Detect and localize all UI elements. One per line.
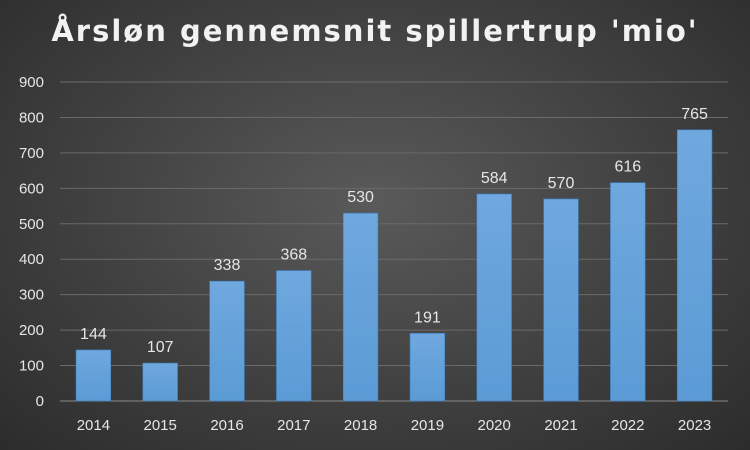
data-label: 191 xyxy=(414,309,441,326)
y-tick-label: 700 xyxy=(19,145,44,162)
x-tick-label: 2016 xyxy=(210,417,243,434)
data-label: 530 xyxy=(347,189,374,206)
data-labels: 144 107 338 368 530 191 584 570 616 765 xyxy=(80,106,708,356)
y-tick-label: 0 xyxy=(36,393,44,410)
y-tick-label: 100 xyxy=(19,358,44,375)
data-label: 570 xyxy=(548,175,575,192)
x-tick-label: 2020 xyxy=(478,417,511,434)
bar xyxy=(610,182,646,402)
y-tick-label: 500 xyxy=(19,216,44,233)
y-tick-label: 900 xyxy=(19,74,44,91)
x-tick-label: 2017 xyxy=(277,417,310,434)
bar xyxy=(276,270,312,402)
chart-title: Årsløn gennemsnit spillertrup 'mio' xyxy=(51,14,699,48)
y-axis-ticks: 0 100 200 300 400 500 600 700 800 900 xyxy=(19,74,44,410)
y-tick-label: 600 xyxy=(19,180,44,197)
bar xyxy=(209,280,245,402)
bar xyxy=(676,129,713,402)
x-tick-label: 2021 xyxy=(544,417,577,434)
bars xyxy=(75,129,713,402)
x-tick-label: 2022 xyxy=(611,417,644,434)
bar xyxy=(342,212,379,402)
x-tick-label: 2019 xyxy=(411,417,444,434)
x-tick-label: 2014 xyxy=(77,417,110,434)
bar xyxy=(142,362,178,402)
data-label: 338 xyxy=(214,257,241,274)
y-tick-label: 200 xyxy=(19,322,44,339)
data-label: 765 xyxy=(681,106,708,123)
x-tick-label: 2015 xyxy=(144,417,177,434)
data-label: 107 xyxy=(147,339,174,356)
data-label: 584 xyxy=(481,170,508,187)
data-label: 616 xyxy=(614,159,641,176)
bar xyxy=(476,193,512,402)
y-tick-label: 400 xyxy=(19,251,44,268)
bar xyxy=(409,333,446,402)
x-axis-ticks: 2014 2015 2016 2017 2018 2019 2020 2021 2022 2023 xyxy=(77,417,712,434)
y-tick-label: 800 xyxy=(19,109,44,126)
data-label: 144 xyxy=(80,326,107,343)
y-tick-label: 300 xyxy=(19,287,44,304)
bar xyxy=(75,349,112,402)
bar xyxy=(543,198,579,402)
x-tick-label: 2018 xyxy=(344,417,377,434)
data-label: 368 xyxy=(280,247,307,264)
x-tick-label: 2023 xyxy=(678,417,711,434)
